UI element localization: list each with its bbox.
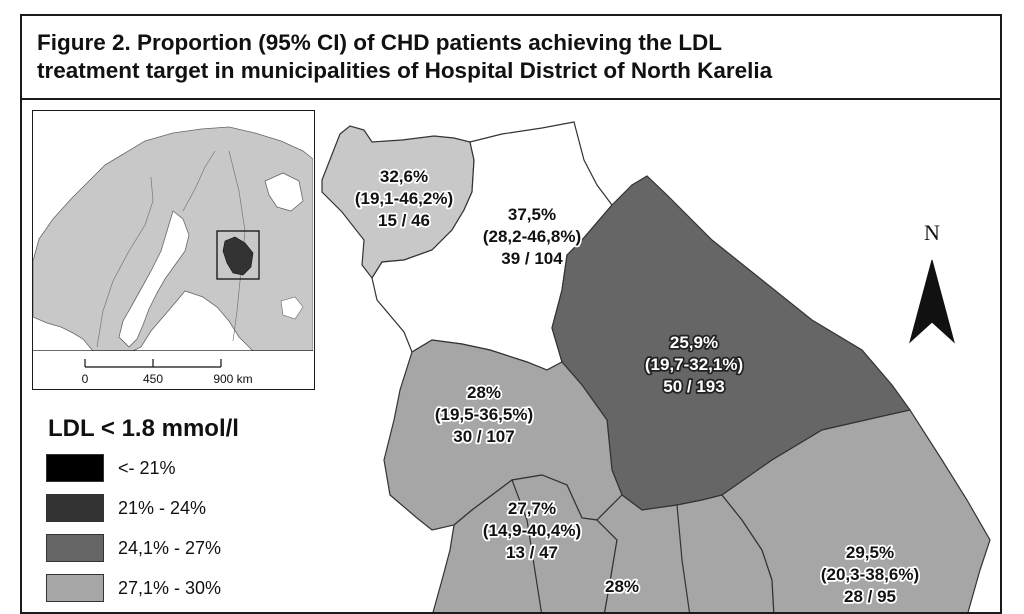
legend-item: 27,1% - 30% bbox=[46, 574, 306, 604]
map-area: 32,6% (19,1-46,2%) 15 / 46 37,5% (28,2-4… bbox=[22, 100, 1000, 612]
legend-label: 21% - 24% bbox=[118, 498, 207, 518]
boundary-line bbox=[511, 479, 542, 612]
label-south-pct: 28% bbox=[605, 577, 639, 596]
label-south: 28% bbox=[603, 575, 641, 598]
label-nw-count: 15 / 46 bbox=[378, 211, 430, 230]
label-north-ci: (28,2-46,8%) bbox=[483, 227, 581, 246]
figure-frame: Figure 2. Proportion (95% CI) of CHD pat… bbox=[20, 14, 1002, 614]
label-sw: 27,7% (14,9-40,4%) 13 / 47 bbox=[481, 497, 583, 564]
north-arrow-right-half bbox=[931, 259, 955, 344]
label-north: 37,5% (28,2-46,8%) 39 / 104 bbox=[481, 203, 583, 270]
legend-swatch-0 bbox=[46, 454, 104, 482]
inset-gulf bbox=[118, 210, 190, 348]
figure-title-line-2: treatment target in municipalities of Ho… bbox=[37, 58, 773, 83]
label-nw: 32,6% (19,1-46,2%) 15 / 46 bbox=[353, 165, 455, 232]
north-arrow-left-half bbox=[909, 259, 933, 344]
inset-white-sea bbox=[264, 172, 304, 212]
inset-map-svg: 0 450 900 km bbox=[32, 111, 314, 388]
label-west-pct: 28% bbox=[467, 383, 501, 402]
label-east-count: 50 / 193 bbox=[663, 377, 724, 396]
legend-swatch-2 bbox=[46, 534, 104, 562]
inset-lake bbox=[280, 296, 304, 320]
boundary-line bbox=[676, 504, 691, 612]
label-se-pct: 29,5% bbox=[846, 543, 894, 562]
legend-label: 24,1% - 27% bbox=[118, 538, 222, 558]
label-west-ci: (19,5-36,5%) bbox=[435, 405, 533, 424]
legend-item: 21% - 24% bbox=[46, 494, 306, 524]
legend-title: LDL < 1.8 mmol/l bbox=[48, 415, 239, 442]
scale-label-450: 450 bbox=[143, 372, 163, 386]
inset-locator-map: 0 450 900 km bbox=[32, 110, 315, 390]
label-se-ci: (20,3-38,6%) bbox=[821, 565, 919, 584]
figure-title-line-1: Figure 2. Proportion (95% CI) of CHD pat… bbox=[37, 30, 723, 55]
legend-label: 27,1% - 30% bbox=[118, 578, 222, 598]
label-east-ci: (19,7-32,1%) bbox=[645, 355, 743, 374]
inset-border bbox=[182, 150, 216, 212]
municipality-map: 32,6% (19,1-46,2%) 15 / 46 37,5% (28,2-4… bbox=[321, 121, 991, 612]
scale-bar: 0 450 900 km bbox=[82, 359, 253, 386]
scale-label-0: 0 bbox=[82, 372, 89, 386]
inset-locator-box bbox=[216, 230, 260, 280]
figure-header: Figure 2. Proportion (95% CI) of CHD pat… bbox=[22, 16, 1000, 100]
inset-scale-bg bbox=[33, 351, 313, 388]
label-sw-pct: 27,7% bbox=[508, 499, 556, 518]
label-north-pct: 37,5% bbox=[508, 205, 556, 224]
label-nw-ci: (19,1-46,2%) bbox=[355, 189, 453, 208]
legend-label: <- 21% bbox=[118, 458, 176, 478]
label-sw-ci: (14,9-40,4%) bbox=[483, 521, 581, 540]
label-nw-pct: 32,6% bbox=[380, 167, 428, 186]
region-se bbox=[721, 409, 991, 612]
label-east-pct: 25,9% bbox=[670, 333, 718, 352]
label-north-count: 39 / 104 bbox=[501, 249, 563, 268]
label-west: 28% (19,5-36,5%) 30 / 107 bbox=[433, 381, 535, 448]
north-arrow: N bbox=[902, 218, 962, 358]
legend-item: 24,1% - 27% bbox=[46, 534, 306, 564]
label-se-count: 28 / 95 bbox=[844, 587, 896, 606]
north-letter: N bbox=[924, 220, 940, 245]
label-sw-count: 13 / 47 bbox=[506, 543, 558, 562]
scale-label-900: 900 km bbox=[213, 372, 252, 386]
label-west-count: 30 / 107 bbox=[453, 427, 514, 446]
inset-north-karelia bbox=[222, 236, 254, 276]
inset-border bbox=[96, 176, 154, 348]
legend-swatch-3 bbox=[46, 574, 104, 602]
legend-swatch-1 bbox=[46, 494, 104, 522]
legend-item: <- 21% bbox=[46, 454, 306, 484]
label-east: 25,9% (19,7-32,1%) 50 / 193 bbox=[643, 331, 745, 398]
